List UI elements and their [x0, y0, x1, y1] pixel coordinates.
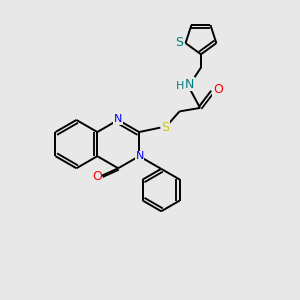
Text: S: S: [175, 36, 183, 49]
Text: H: H: [176, 81, 184, 92]
Text: O: O: [92, 170, 102, 183]
Text: N: N: [114, 114, 122, 124]
Text: S: S: [162, 121, 170, 134]
Text: N: N: [185, 78, 194, 91]
Text: O: O: [213, 83, 223, 96]
Text: N: N: [136, 151, 144, 161]
